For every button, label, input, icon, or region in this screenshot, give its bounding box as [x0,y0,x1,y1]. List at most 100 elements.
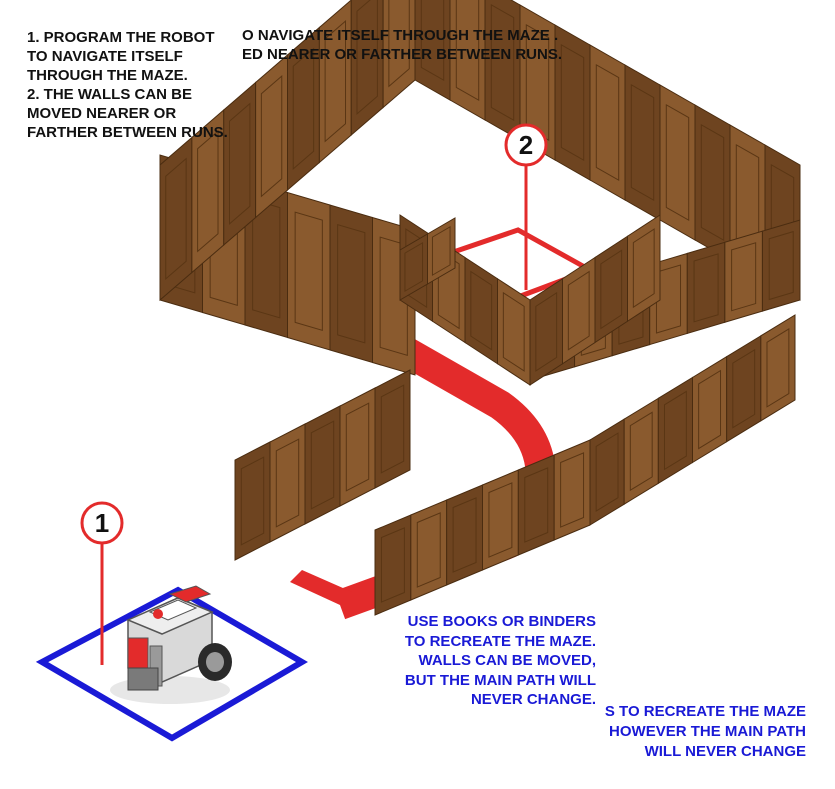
wall-panel-inset [292,47,315,170]
maze-notes: USE BOOKS OR BINDERS TO RECREATE THE MAZ… [384,612,596,710]
wall-panel [410,499,448,601]
clipped-top-line-2: ED NEARER OR FARTHER BETWEEN RUNS. [242,46,563,63]
wall-panel [589,418,625,526]
wall-panel-inset [416,512,441,588]
wall-panel-inset [380,527,405,603]
note-line-2: TO RECREATE THE MAZE. [404,632,596,650]
wall-panel-inset [420,0,445,82]
instruction-line-6: FARTHER BETWEEN RUNS. [27,124,228,141]
wall-panel [589,44,626,201]
wall-panel-inset [294,211,323,332]
wall-panel-inset [275,438,300,528]
ev3-robot-icon [110,585,232,704]
wall-panel [414,0,451,101]
wall-panel [623,397,659,506]
wall-panel [553,439,591,541]
wall-panel [657,376,693,485]
wall-panel [159,136,193,302]
wall-panel-inset [165,157,187,280]
wall-panel-inset [524,467,549,543]
wall-panel [234,441,271,561]
wall-panel [318,0,352,164]
wall-panel [659,84,696,241]
wall-panel [427,217,456,285]
wall-panel [686,241,726,335]
wall-panel-inset [502,291,525,372]
callout-2: 2 [504,123,548,290]
wall-panel-inset [197,130,219,253]
wall-panel [624,64,661,221]
wall-panel-inset [240,456,265,546]
wall-panel-inset [310,420,335,510]
wall-panel-inset [337,223,366,344]
wall-panel-inset [731,242,757,312]
wall-panel-inset [595,63,620,182]
wall-panel [255,53,288,219]
wall-panel-inset [693,253,719,323]
note-line-5: NEVER CHANGE. [470,691,596,708]
wall-panel-inset [488,482,513,558]
wall-panel [726,334,762,443]
wall-panel-inset [700,123,725,242]
clipped-top-line-1: O NAVIGATE ITSELF THROUGH THE MAZE . [242,27,559,44]
wall-panel [304,405,341,525]
wall-panel-inset [388,0,410,88]
wall-panel [692,355,728,464]
callout-1: 1 [80,501,124,665]
wall-panel-inset [600,249,623,330]
wall-panel-inset [732,348,756,429]
clipped-bottom-line-3: WILL NEVER CHANGE [644,743,806,760]
wall-panel [223,81,257,247]
wall-panel-inset [260,75,283,198]
wall-panel [374,369,411,489]
clipped-bottom-line-2: HOWEVER THE MAIN PATH [609,723,806,740]
wall-panel-inset [252,198,281,319]
wall-panel-inset [356,0,378,115]
wall-panel [694,104,731,261]
wall-panel-inset [345,402,370,492]
wall-panel-inset [452,497,477,573]
wall-panel-inset [431,226,451,276]
wall-panel [446,484,483,586]
wall-panel [350,0,384,137]
wall-panel-inset [535,291,558,372]
wall-panel-inset [632,228,655,309]
maze-walls [159,0,801,616]
note-line-1: USE BOOKS OR BINDERS [407,613,596,630]
wall-panel [761,219,801,312]
start-square [35,586,308,742]
wall-panel [449,0,486,121]
wall-panel-inset [663,390,687,471]
clipped-top-text: O NAVIGATE ITSELF THROUGH THE MAZE . ED … [242,26,602,64]
wall-panel [339,387,376,507]
wall-panel [382,0,416,109]
callout-2-label: 2 [519,130,533,160]
wall-panel-inset [470,270,493,351]
instruction-line-1: 1. PROGRAM THE ROBOT [27,29,215,46]
wall-panel-inset [630,83,655,202]
instruction-line-5: MOVED NEARER OR [27,105,177,122]
wall-panel-inset [324,20,347,143]
wall-panel [374,514,412,616]
wall-panel-inset [228,102,251,225]
callout-1-label: 1 [95,508,109,538]
wall-panel-inset [698,369,722,450]
wall-panel [464,256,498,365]
wall-panel [269,423,306,543]
wall-panel [482,469,519,571]
wall-panel-inset [665,103,690,222]
wall-panel-inset [595,432,619,512]
wall-panel-inset [404,242,424,292]
wall-panel-inset [380,384,405,474]
wall-panel-inset [560,43,585,162]
wall-panel-inset [766,328,790,408]
instructions: 1. PROGRAM THE ROBOT TO NAVIGATE ITSELF … [27,28,228,142]
note-line-3: WALLS CAN BE MOVED, [418,652,596,669]
wall-panel-inset [768,230,794,301]
note-line-4: BUT THE MAIN PATH WILL [404,671,596,689]
clipped-bottom-text: S TO RECREATE THE MAZE HOWEVER THE MAIN … [596,702,806,762]
wall-panel-inset [567,270,590,351]
instruction-line-3: THROUGH THE MAZE. [27,67,188,84]
clipped-bottom-line-1: S TO RECREATE THE MAZE [604,703,806,720]
wall-panel [724,230,763,323]
